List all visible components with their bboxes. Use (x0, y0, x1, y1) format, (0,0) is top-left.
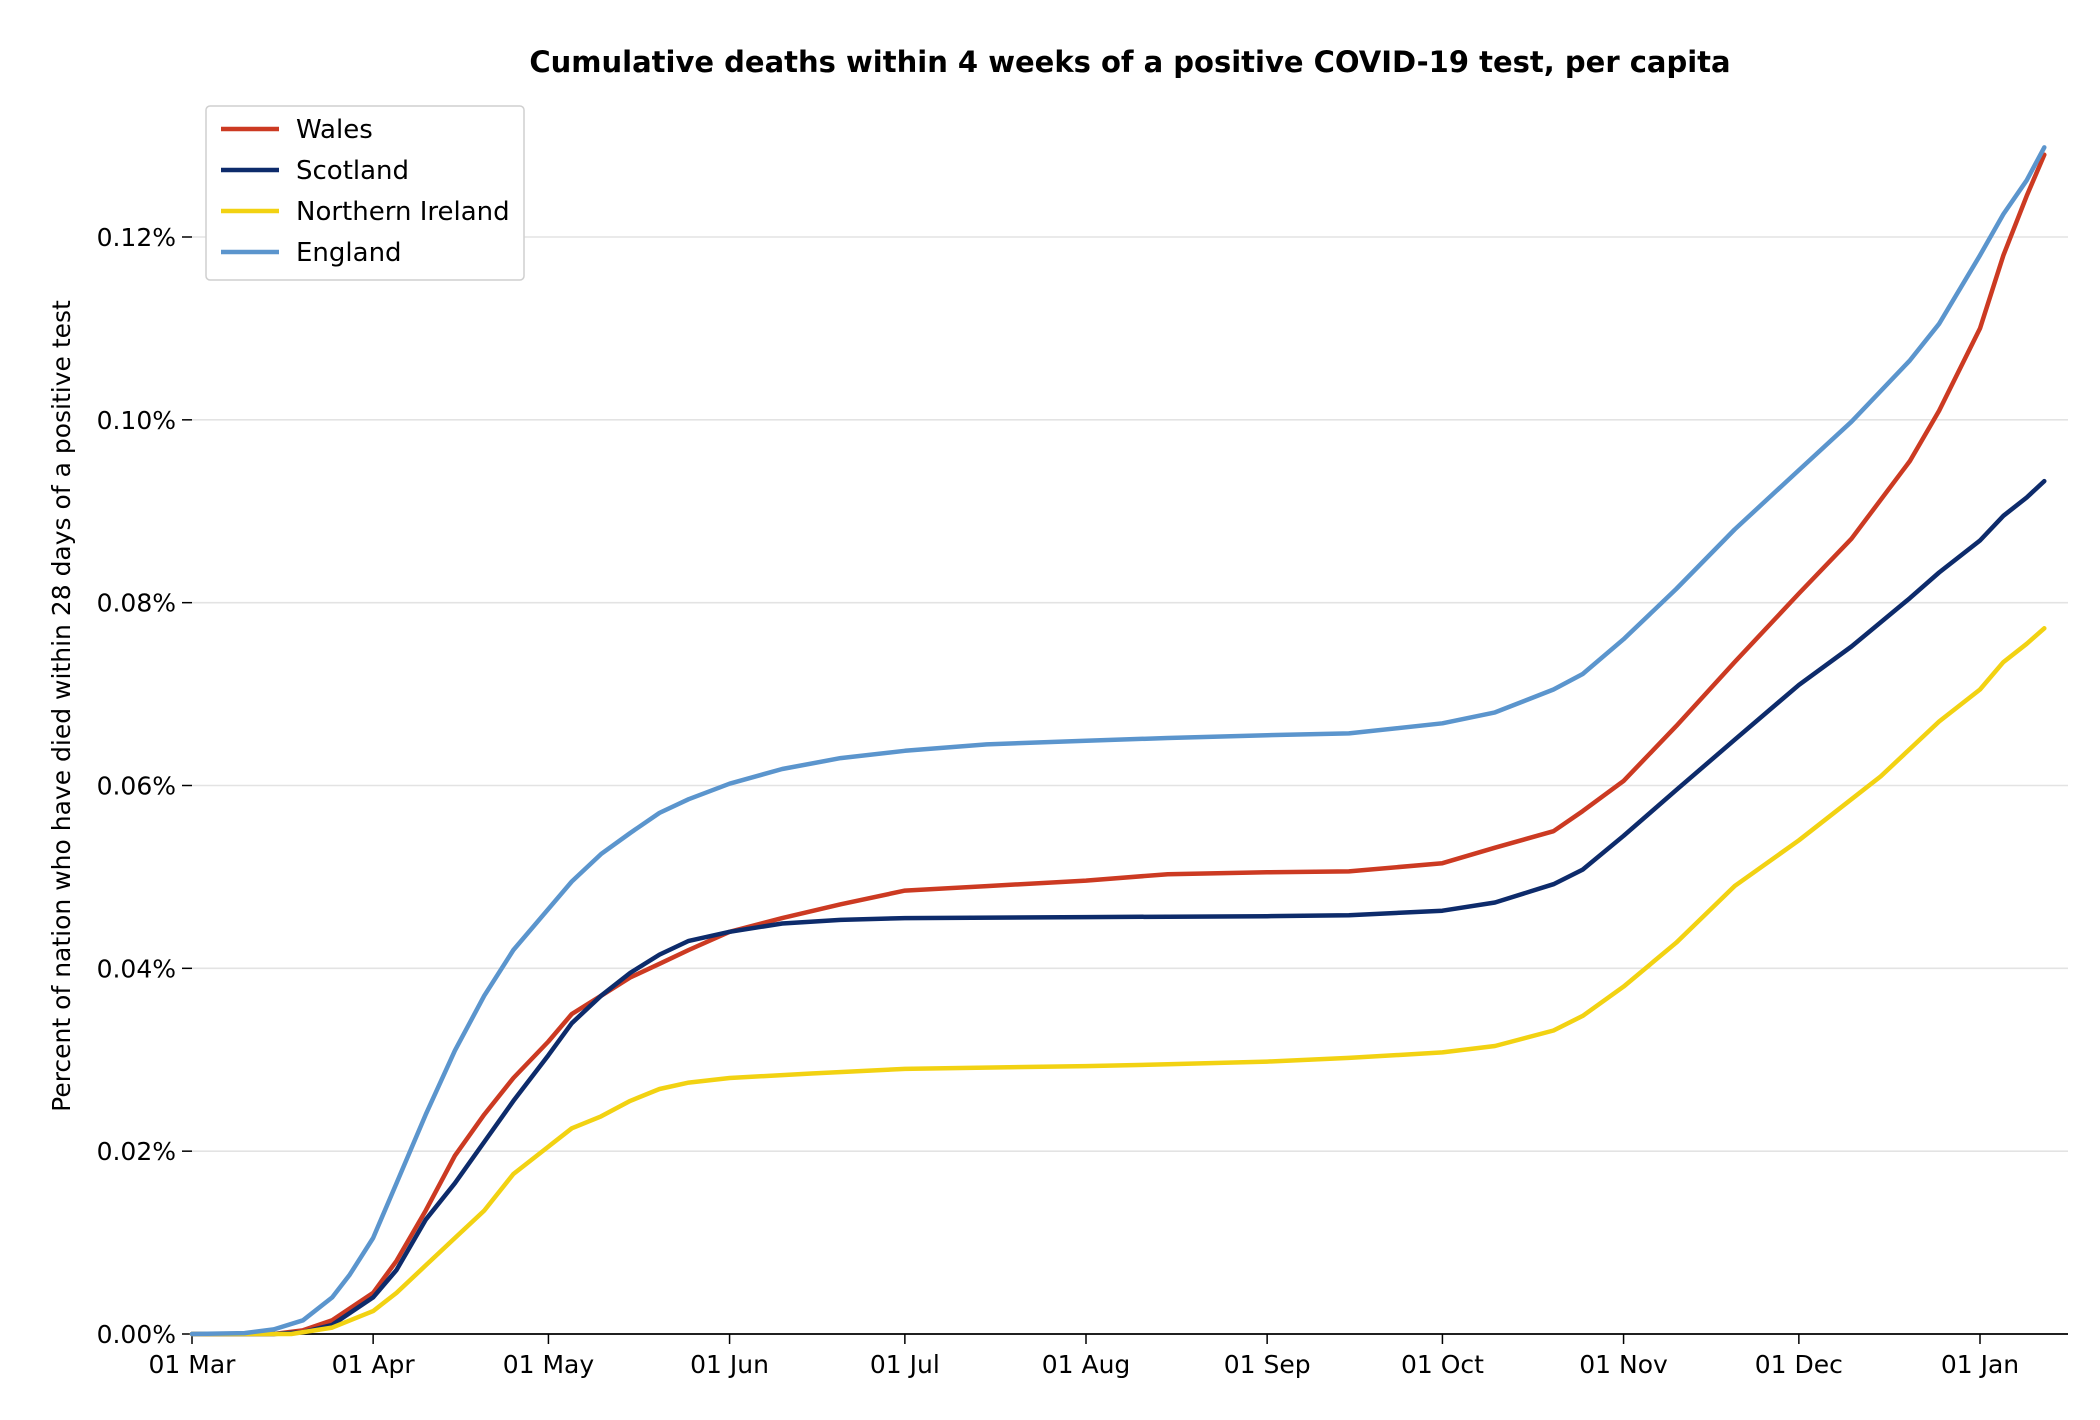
x-tick-label: 01 Aug (1042, 1350, 1131, 1379)
axes: 0.00% 0.02% 0.04% 0.06% 0.08% 0.10% 0.12% 01 Ma… (97, 223, 2068, 1379)
legend-box (205, 105, 525, 281)
y-tick-label: 0.06% (97, 772, 176, 801)
legend-label: Wales (296, 115, 373, 145)
series-lines (189, 145, 2047, 1337)
y-tick-label: 0.04% (97, 954, 176, 983)
x-tick-label: 01 Dec (1755, 1350, 1843, 1379)
x-tick-label: 01 Jul (870, 1350, 940, 1379)
x-tick-label: 01 Mar (149, 1350, 237, 1379)
x-tick-label: 01 Oct (1401, 1350, 1484, 1379)
y-tick-label: 0.08% (97, 589, 176, 618)
series-line-wales (189, 152, 2047, 1337)
legend: Wales Scotland Northern Ireland England (205, 105, 525, 281)
legend-label: Scotland (296, 156, 409, 186)
x-tick-label: 01 Nov (1579, 1350, 1668, 1379)
legend-label: England (296, 238, 402, 268)
y-axis-label: Percent of nation who have died within 2… (47, 300, 76, 1112)
x-tick-label: 01 Apr (332, 1350, 416, 1379)
x-tick-label: 01 Jun (690, 1350, 769, 1379)
y-tick-label: 0.12% (97, 223, 176, 252)
series-line-scotland (189, 478, 2047, 1337)
series-line-northern-ireland (189, 626, 2047, 1337)
series-line-england (189, 145, 2047, 1337)
x-tick-label: 01 Sep (1224, 1350, 1311, 1379)
y-tick-label: 0.10% (97, 406, 176, 435)
x-tick-label: 01 Jan (1941, 1350, 2019, 1379)
x-tick-label: 01 May (503, 1350, 595, 1379)
chart-title: Cumulative deaths within 4 weeks of a po… (529, 45, 1730, 79)
y-tick-label: 0.02% (97, 1137, 176, 1166)
legend-label: Northern Ireland (296, 197, 510, 227)
y-tick-label: 0.00% (97, 1320, 176, 1349)
